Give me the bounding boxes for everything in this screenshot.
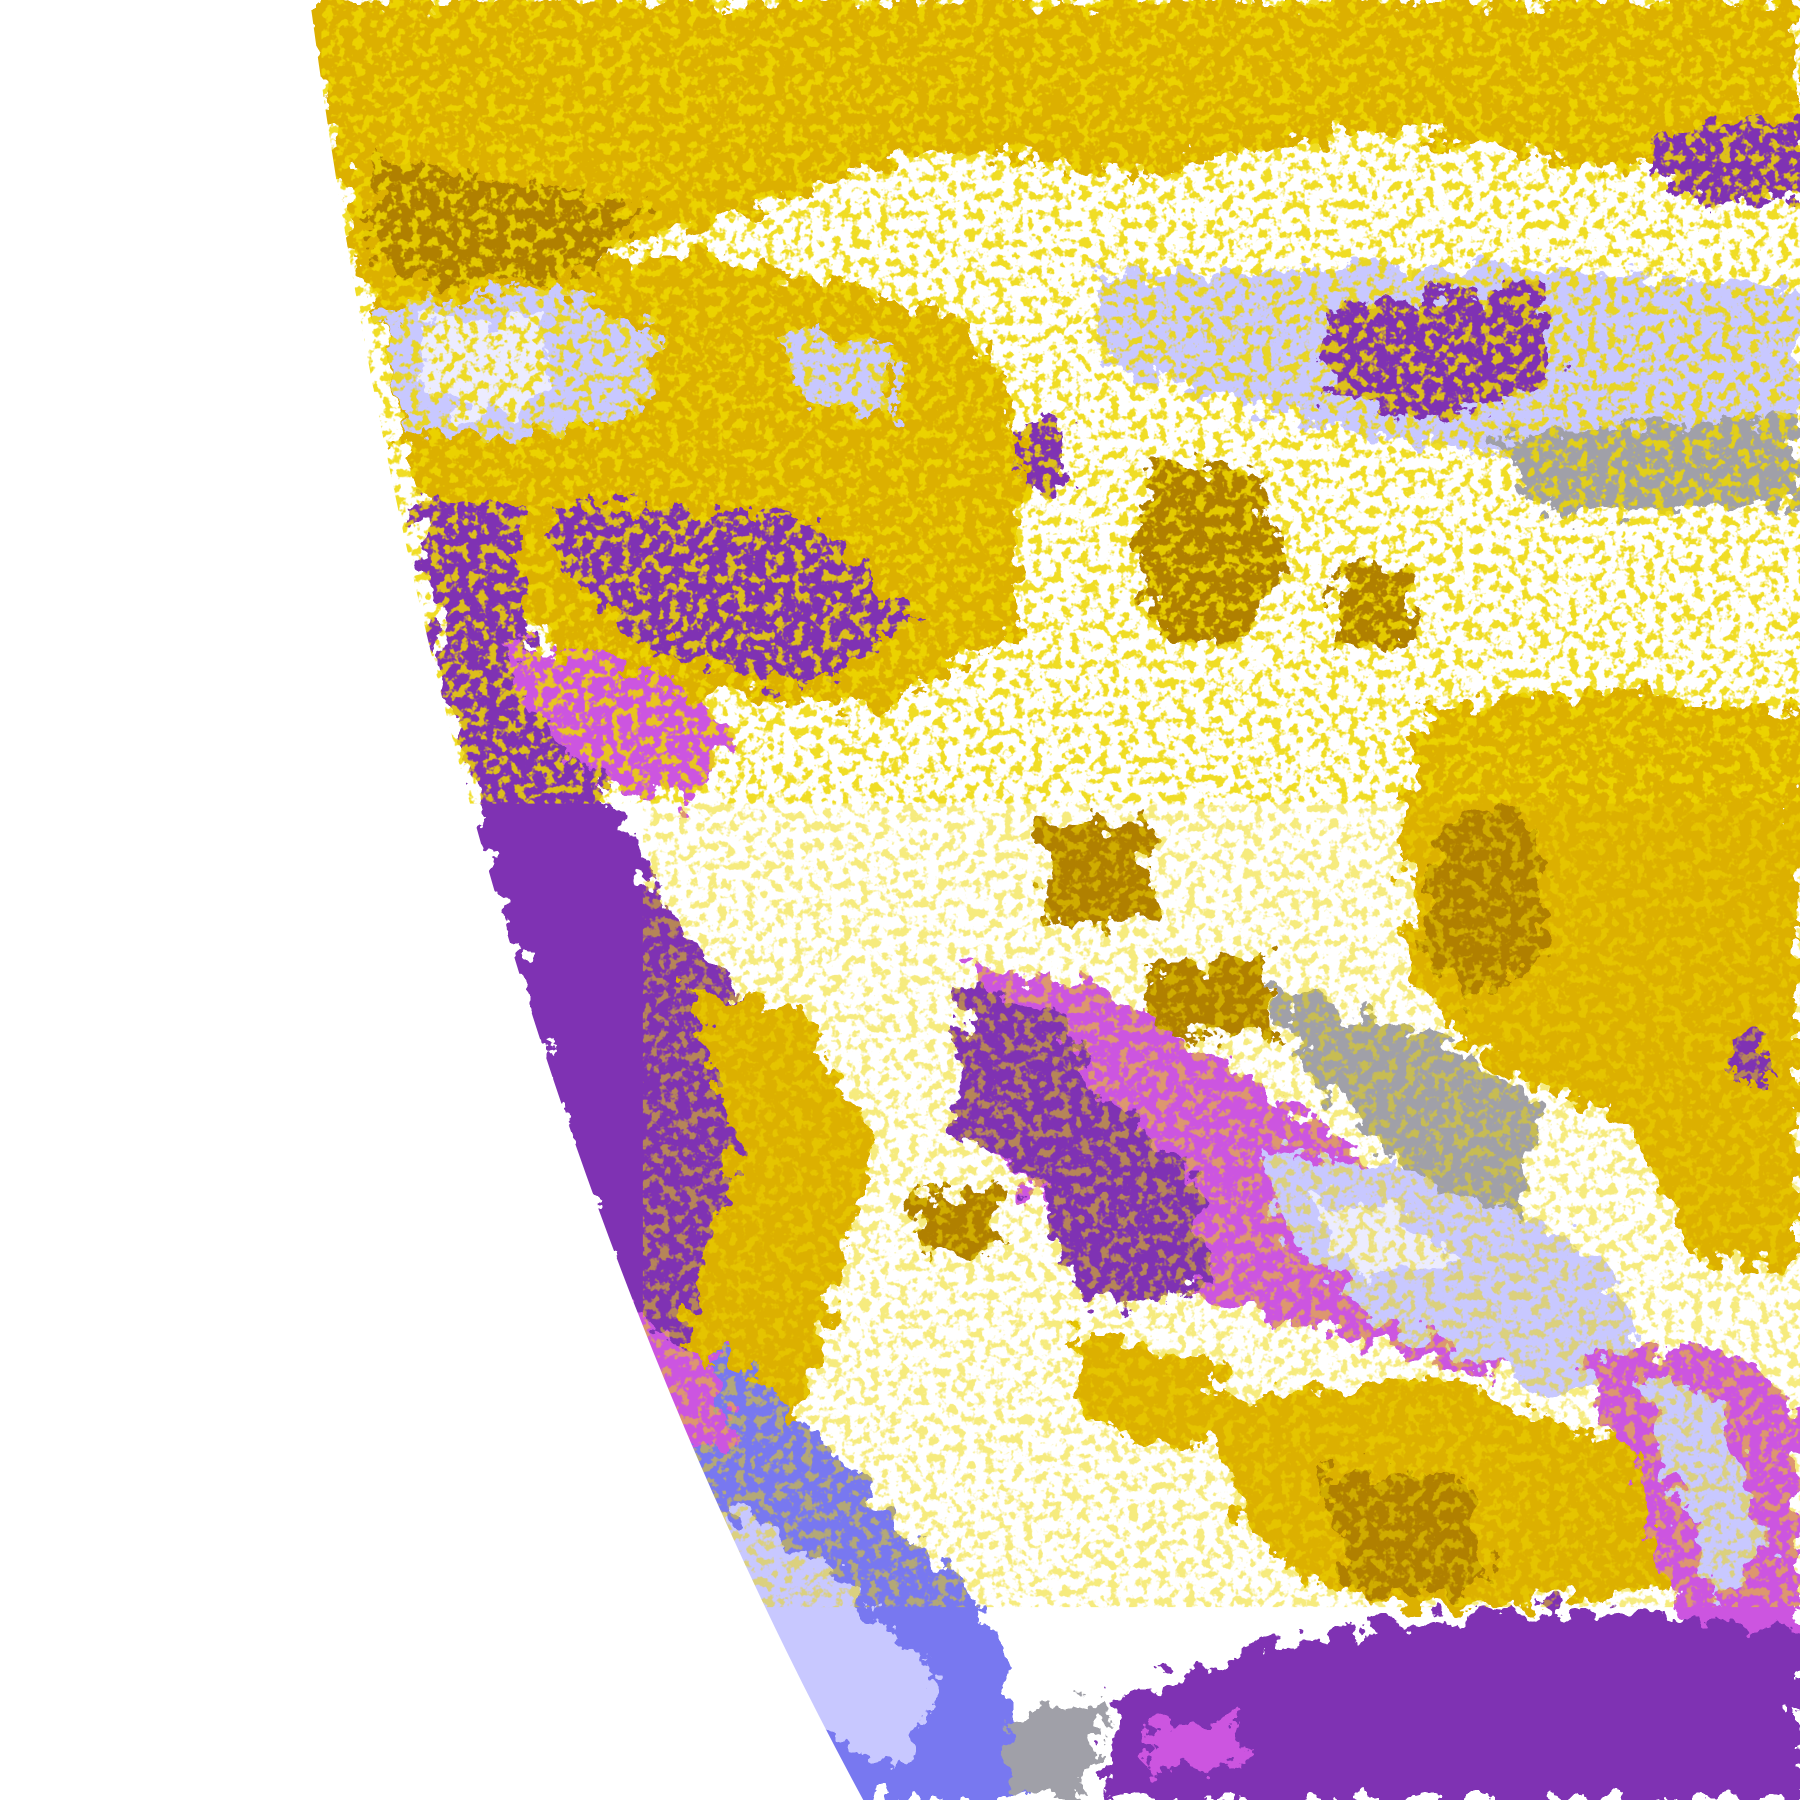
purple-cloud-bottom	[1102, 1607, 1800, 1800]
gold-speckle-texture	[321, 0, 1800, 804]
gold-speckle-texture-lower	[642, 803, 1800, 1608]
gray-cloud-bottom	[1010, 1698, 1103, 1800]
magenta-bottom-patch	[1147, 1721, 1240, 1768]
